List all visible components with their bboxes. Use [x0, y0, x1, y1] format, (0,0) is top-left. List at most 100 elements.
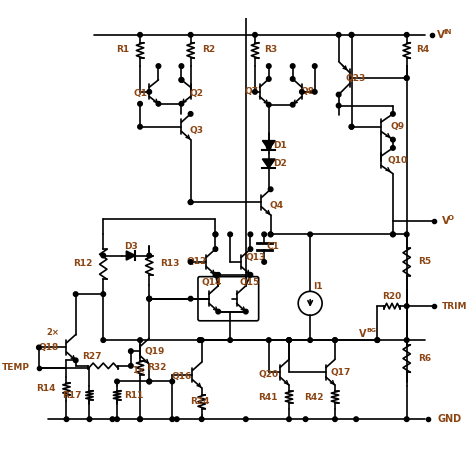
- Text: TEMP: TEMP: [2, 363, 30, 372]
- Circle shape: [287, 338, 291, 342]
- Circle shape: [262, 232, 266, 237]
- Circle shape: [189, 296, 193, 301]
- Circle shape: [147, 379, 151, 384]
- Text: D3: D3: [124, 242, 138, 251]
- Circle shape: [138, 417, 143, 421]
- Circle shape: [179, 64, 184, 69]
- Circle shape: [179, 102, 184, 106]
- Circle shape: [170, 417, 174, 421]
- Circle shape: [404, 304, 409, 308]
- Text: R32: R32: [147, 363, 167, 372]
- Circle shape: [156, 64, 161, 69]
- Circle shape: [138, 338, 143, 342]
- Polygon shape: [262, 159, 275, 168]
- Circle shape: [228, 338, 233, 342]
- Circle shape: [189, 112, 193, 116]
- Circle shape: [312, 64, 317, 69]
- Circle shape: [197, 338, 202, 342]
- Text: R17: R17: [63, 391, 82, 400]
- Circle shape: [404, 232, 409, 237]
- Circle shape: [290, 64, 295, 69]
- Text: R42: R42: [304, 393, 324, 402]
- Text: Q19: Q19: [144, 347, 165, 355]
- Circle shape: [101, 253, 106, 258]
- Text: Q16: Q16: [171, 372, 191, 381]
- Text: Q7: Q7: [244, 87, 258, 96]
- Text: GND: GND: [437, 414, 461, 424]
- Circle shape: [287, 417, 291, 421]
- Circle shape: [147, 379, 151, 384]
- Circle shape: [138, 124, 143, 129]
- Circle shape: [248, 272, 253, 277]
- Circle shape: [336, 92, 341, 97]
- Text: R14: R14: [36, 385, 55, 393]
- Circle shape: [199, 338, 204, 342]
- Circle shape: [391, 138, 395, 142]
- Circle shape: [290, 103, 295, 107]
- Text: Q8: Q8: [301, 87, 314, 96]
- Circle shape: [404, 76, 409, 80]
- Circle shape: [333, 417, 337, 421]
- Circle shape: [115, 379, 120, 384]
- Circle shape: [333, 338, 337, 342]
- Circle shape: [110, 417, 115, 421]
- Circle shape: [349, 33, 354, 37]
- Circle shape: [391, 232, 395, 237]
- Circle shape: [287, 338, 291, 342]
- Circle shape: [404, 33, 409, 37]
- Text: R4: R4: [416, 45, 429, 54]
- Text: Q12: Q12: [187, 257, 207, 266]
- Circle shape: [243, 309, 248, 314]
- Text: R20: R20: [382, 292, 401, 301]
- Text: Q4: Q4: [269, 202, 283, 210]
- Circle shape: [156, 102, 161, 106]
- Circle shape: [213, 247, 218, 252]
- Circle shape: [354, 417, 358, 421]
- Text: 2×: 2×: [46, 328, 59, 337]
- Circle shape: [147, 296, 151, 301]
- Circle shape: [375, 338, 379, 342]
- Circle shape: [129, 349, 133, 353]
- Text: R11: R11: [124, 391, 144, 400]
- Text: Q18: Q18: [39, 343, 59, 352]
- Circle shape: [349, 33, 354, 37]
- Circle shape: [262, 260, 266, 264]
- Circle shape: [147, 296, 151, 301]
- Text: Q14: Q14: [202, 278, 222, 286]
- Circle shape: [228, 232, 233, 237]
- Text: R24: R24: [190, 397, 210, 406]
- Text: V: V: [442, 216, 450, 226]
- Circle shape: [312, 89, 317, 94]
- Text: R27: R27: [83, 352, 102, 361]
- Text: R5: R5: [418, 257, 431, 266]
- Circle shape: [248, 232, 253, 237]
- Text: V: V: [359, 329, 366, 339]
- Polygon shape: [262, 141, 275, 150]
- Circle shape: [404, 417, 409, 421]
- Circle shape: [336, 104, 341, 108]
- Circle shape: [147, 89, 151, 94]
- Circle shape: [216, 272, 220, 277]
- Circle shape: [213, 232, 218, 237]
- Text: Q23: Q23: [345, 74, 365, 83]
- Circle shape: [268, 232, 273, 237]
- Text: R41: R41: [258, 393, 278, 402]
- Circle shape: [266, 338, 271, 342]
- Circle shape: [197, 338, 202, 342]
- Circle shape: [189, 200, 193, 204]
- Circle shape: [266, 64, 271, 69]
- Text: BG: BG: [366, 328, 376, 333]
- Circle shape: [174, 417, 179, 421]
- Circle shape: [37, 345, 41, 350]
- Circle shape: [179, 78, 184, 82]
- Circle shape: [248, 247, 253, 252]
- Circle shape: [300, 89, 304, 94]
- Circle shape: [404, 76, 409, 80]
- Circle shape: [266, 145, 271, 149]
- Text: IN: IN: [444, 29, 452, 35]
- Circle shape: [268, 232, 273, 237]
- Circle shape: [138, 102, 143, 106]
- Circle shape: [253, 89, 257, 94]
- Circle shape: [391, 146, 395, 150]
- Circle shape: [199, 417, 204, 421]
